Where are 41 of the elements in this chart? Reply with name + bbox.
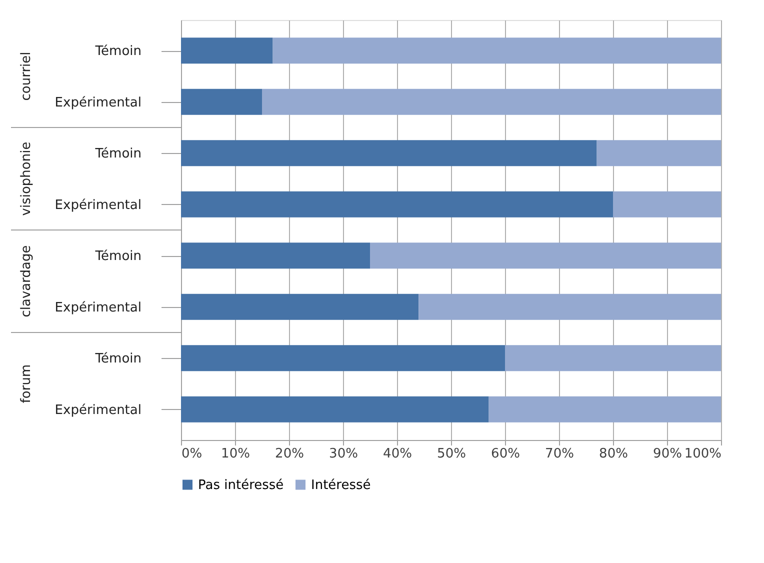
text: forum [19, 364, 34, 404]
x-tick-label: 50% [437, 446, 466, 462]
y-tick-label: Témoin [94, 146, 142, 162]
x-tick-label: 0% [182, 446, 202, 462]
y-tick-label: Expérimental [54, 198, 142, 213]
text: courriel [19, 52, 34, 101]
x-tick-label: 80% [599, 446, 628, 462]
bar [181, 140, 597, 166]
bar [181, 294, 419, 320]
text: visiophonie [19, 142, 34, 216]
y-tick-label: Témoin [94, 44, 142, 60]
y-tick-label: Témoin [94, 352, 142, 367]
legend-label: Intéressé [311, 478, 371, 493]
x-tick-label: 90% [653, 446, 682, 462]
y-tick-label: Expérimental [54, 300, 142, 316]
bar [181, 345, 505, 372]
legend-label: Pas intéressé [198, 478, 284, 493]
bar [488, 396, 721, 422]
bar [613, 191, 721, 218]
bar [181, 88, 262, 115]
x-tick-label: 10% [221, 446, 250, 462]
bar [370, 242, 721, 269]
x-tick-label: 60% [491, 446, 520, 462]
x-tick-label: 100% [684, 446, 722, 462]
x-tick-label: 40% [383, 446, 412, 462]
bar [181, 38, 273, 64]
x-tick-label: 20% [275, 446, 304, 462]
y-tick-label: Expérimental [54, 402, 142, 418]
x-tick-label: 70% [545, 446, 574, 462]
y-tick-label: Expérimental [54, 95, 142, 110]
text: clavardage [19, 245, 34, 318]
bar [505, 345, 721, 372]
bar [262, 88, 721, 115]
bar [181, 242, 370, 269]
bar [272, 38, 721, 64]
bar [181, 396, 489, 422]
y-tick-label: Témoin [94, 249, 142, 264]
bar [418, 294, 721, 320]
bar [181, 191, 613, 218]
x-tick-label: 30% [329, 446, 358, 462]
bar [596, 140, 721, 166]
